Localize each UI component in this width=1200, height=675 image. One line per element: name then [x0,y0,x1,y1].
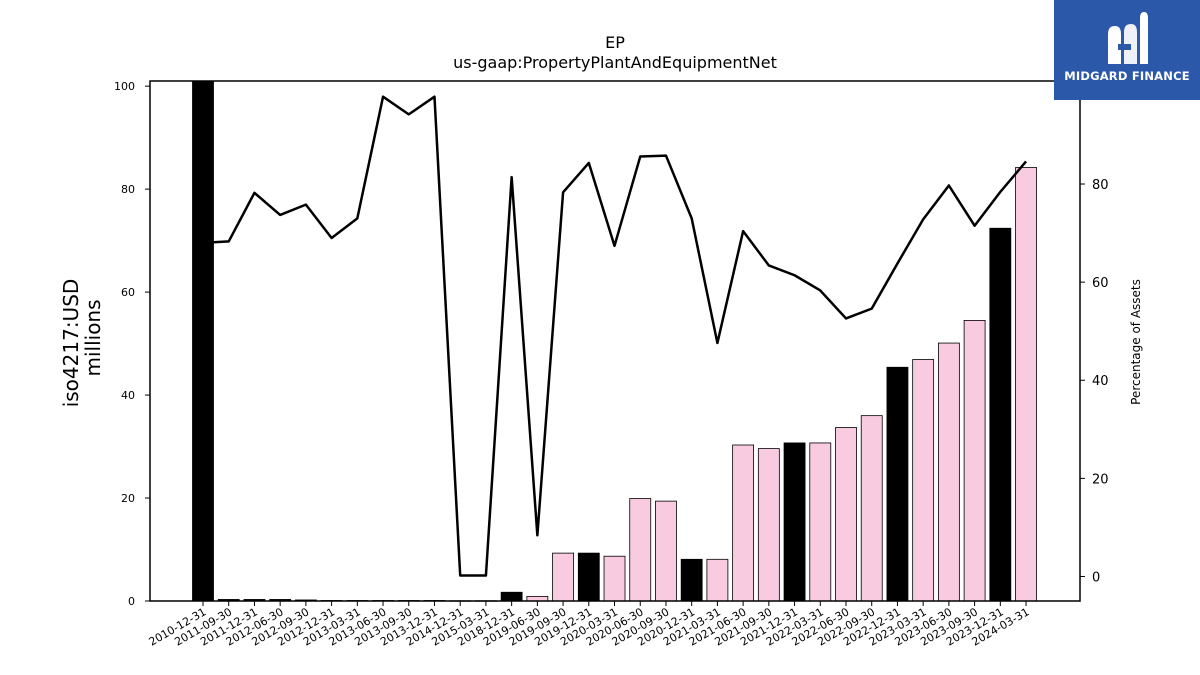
bar [835,427,857,602]
y-tick-label: 80 [121,183,135,196]
right-axis-ticks: 0 20 40 60 80 [1080,178,1109,585]
bar [783,442,806,602]
bar [989,227,1012,602]
bar [603,555,626,602]
y-tick-label: 60 [121,286,135,299]
left-axis-ticks: 0 20 40 60 80 100 [114,80,150,608]
y-tick-label: 0 [128,595,135,608]
bar [577,552,600,602]
right-axis-label: Percentage of Assets [1129,279,1143,405]
bar [680,558,703,602]
y-tick-label: 20 [121,492,135,505]
bar [860,415,883,602]
right-tick-label: 0 [1092,570,1100,585]
y-tick-label: 40 [121,389,135,402]
y-axis-label-line1: iso4217:USD [59,279,83,408]
y-tick-label: 100 [114,80,135,93]
bar [1015,167,1037,602]
bar [500,591,523,602]
midgard-finance-logo: MIDGARD FINANCE [1054,0,1200,100]
bar [886,366,909,602]
bar [809,442,832,602]
y-axis-label-line2: millions [81,299,105,376]
midgard-m-logo-icon [1108,12,1148,64]
bar [629,498,652,602]
bar [655,500,677,602]
line-series [202,95,1027,577]
right-tick-label: 80 [1092,178,1109,193]
bar [192,80,214,602]
x-axis-ticks: 2010-12-312011-09-302011-12-312012-06-30… [147,601,1032,649]
bar [732,444,755,602]
bar [963,320,986,602]
logo-text: MIDGARD FINANCE [1064,69,1190,83]
bar [706,558,729,602]
bar-series [192,80,1037,602]
right-tick-label: 40 [1092,374,1109,389]
right-tick-label: 20 [1092,472,1109,487]
bar [912,359,935,602]
chart-title: EP [605,33,625,52]
bar [552,552,574,602]
right-tick-label: 60 [1092,276,1109,291]
chart-subtitle: us-gaap:PropertyPlantAndEquipmentNet [453,53,777,72]
bar [757,448,780,602]
percentage-line [202,95,1027,577]
bar [937,342,960,602]
